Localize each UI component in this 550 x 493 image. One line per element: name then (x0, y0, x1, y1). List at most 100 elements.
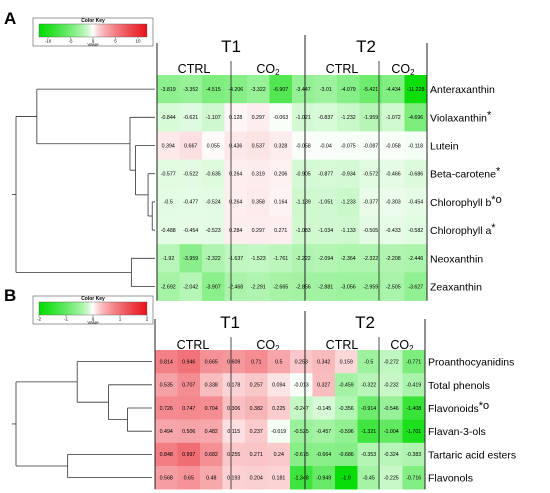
cell-value: -0.04 (320, 143, 332, 149)
heatmap-cell (202, 103, 225, 132)
heatmap-cell (245, 350, 268, 374)
cell-value: -0.522 (183, 172, 198, 178)
heatmap-cell (357, 373, 381, 397)
heatmap-cell (202, 131, 225, 160)
cell-value: 0.482 (205, 429, 218, 435)
heatmap-cell (177, 396, 201, 420)
row-label-text: Violaxanthin (430, 112, 487, 124)
subgroup-header-3: CO2 (391, 62, 415, 77)
cell-value: -1.348 (294, 475, 309, 481)
heatmap-cell (224, 272, 248, 301)
heatmap-cell (202, 75, 225, 104)
heatmap-cell (200, 419, 223, 444)
row-label-text: Zeaxanthin (430, 282, 482, 294)
heatmap-cell (357, 442, 381, 467)
heatmap-cell (402, 350, 426, 374)
panel-letter: A (4, 9, 16, 28)
heatmap-cell (269, 103, 293, 132)
cell-value: -0.716 (406, 475, 421, 481)
heatmap-cell (382, 216, 405, 245)
heatmap-cell (359, 131, 383, 160)
group-header-t1: T1 (221, 37, 241, 56)
cell-value: 0.535 (160, 383, 173, 389)
cell-value: -4.434 (386, 87, 401, 93)
heatmap-cell (312, 442, 336, 467)
cell-value: -2.959 (363, 284, 378, 290)
heatmap-cell (155, 396, 178, 420)
row-label-text: Anteraxanthin (430, 84, 495, 96)
heatmap-cell (177, 466, 201, 490)
heatmap-cell (157, 216, 180, 245)
heatmap-cell (247, 103, 270, 132)
cell-value: 0.297 (252, 228, 265, 234)
cell-value: 0.814 (160, 359, 173, 365)
heatmap-cell (337, 159, 360, 189)
heatmap-cell (290, 466, 313, 490)
row-label-text: Flavonols (428, 473, 473, 485)
heatmap-cell (292, 272, 315, 301)
heatmap-cell (179, 131, 203, 160)
cell-value: -0.572 (363, 172, 378, 178)
cell-value: -0.457 (316, 429, 331, 435)
cell-value: 0.284 (229, 228, 242, 234)
cell-value: -3.819 (161, 87, 176, 93)
cell-value: 0.094 (272, 383, 285, 389)
cell-value: -3.056 (341, 284, 356, 290)
heatmap-cell (335, 419, 358, 444)
heatmap-cell (380, 373, 403, 397)
cell-value: -2.692 (161, 284, 176, 290)
heatmap-cell (269, 244, 293, 273)
heatmap-cell (359, 75, 383, 104)
cell-value: -0.383 (406, 452, 421, 458)
heatmap-cell (314, 216, 338, 245)
cell-value: -4.696 (408, 115, 423, 121)
cell-value: -0.232 (384, 383, 399, 389)
heatmap-cell (200, 442, 223, 467)
cell-value: -2.856 (296, 284, 311, 290)
cell-value: -0.949 (316, 475, 331, 481)
heatmap-cell (312, 419, 336, 444)
cell-value: -0.524 (206, 200, 221, 206)
heatmap-cell (177, 373, 201, 397)
cell-value: -0.353 (361, 452, 376, 458)
heatmap-cell (404, 131, 428, 160)
color-key-tick-label: 5 (114, 39, 117, 44)
heatmap-cell (200, 396, 223, 420)
heatmap-cell (222, 419, 246, 444)
heatmap-cell (404, 75, 428, 104)
heatmap-cell (404, 244, 428, 273)
heatmap-cell (312, 350, 336, 374)
cell-value: -1.233 (341, 200, 356, 206)
heatmap-cell (290, 442, 313, 467)
cell-value: -1.232 (341, 115, 356, 121)
heatmap-cell (359, 216, 383, 245)
cell-value: -0.075 (341, 143, 356, 149)
heatmap-cell (224, 75, 248, 104)
heatmap-cell (267, 442, 291, 467)
heatmap-cell (359, 159, 383, 189)
cell-value: -3.907 (206, 284, 221, 290)
color-key-bar (38, 301, 148, 316)
cell-value: -1.9 (342, 475, 351, 481)
row-label-text: Flavonoids (428, 403, 479, 415)
heatmap-cell (245, 419, 268, 444)
subgroup-label: CTRL (326, 62, 359, 76)
cell-value: -0.596 (339, 429, 354, 435)
heatmap-cell (380, 466, 403, 490)
heatmap-cell (402, 373, 426, 397)
subgroup-label: CO (256, 62, 275, 76)
heatmap-cell (247, 244, 270, 273)
cell-value: 0.537 (252, 143, 265, 149)
cell-value: -0.577 (161, 172, 176, 178)
heatmap-cell (155, 466, 178, 490)
cell-value: -0.837 (318, 115, 333, 121)
subgroup-header-0: CTRL (178, 62, 211, 76)
color-key-title: Color Key (81, 296, 105, 302)
heatmap-cell (269, 187, 293, 217)
heatmap-cell (337, 244, 360, 273)
cell-value: 0.609 (227, 359, 240, 365)
heatmap-cell (314, 272, 338, 301)
row-label-text: Total phenols (428, 380, 490, 392)
cell-value: -0.45 (363, 475, 375, 481)
cell-value: 0.327 (317, 383, 330, 389)
